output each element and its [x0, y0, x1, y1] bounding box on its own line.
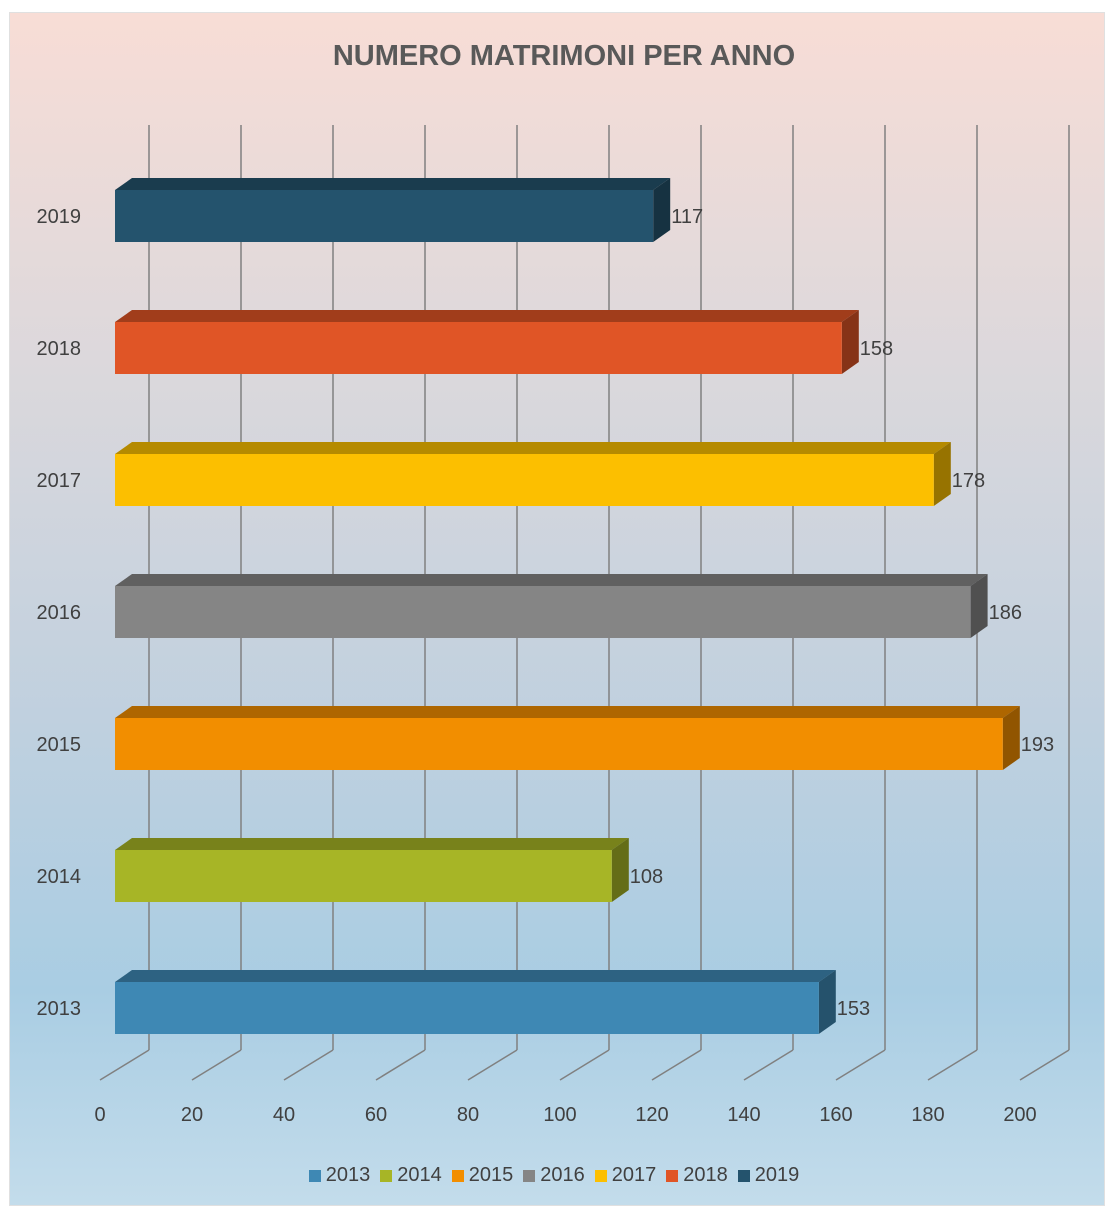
x-tick-label: 120	[635, 1104, 668, 1126]
bar	[115, 322, 842, 374]
bar-top-face	[115, 442, 951, 454]
legend-item: 2015	[451, 1164, 514, 1187]
legend-label: 2014	[397, 1164, 442, 1186]
legend-label: 2018	[683, 1164, 728, 1186]
bar	[115, 982, 819, 1034]
floor-line	[743, 1049, 794, 1081]
bars: 153 2013 108 2014 193 2015 186 2016 178 2017 158 20…	[37, 178, 1054, 1034]
x-tick-label: 140	[727, 1104, 760, 1126]
bar-top-face	[115, 706, 1020, 718]
data-label: 158	[860, 338, 893, 360]
legend-label: 2017	[611, 1164, 657, 1186]
x-tick-label: 40	[273, 1104, 295, 1126]
legend-item: 2018	[666, 1164, 728, 1187]
bar-side-face	[653, 178, 671, 242]
legend-swatch	[523, 1169, 536, 1182]
data-label: 108	[630, 866, 663, 888]
bar	[115, 586, 971, 638]
x-tick-label: 160	[819, 1104, 852, 1126]
data-label: 153	[837, 998, 870, 1020]
legend-swatch	[737, 1169, 750, 1182]
bar-side-face	[611, 838, 629, 902]
floor-line	[375, 1049, 426, 1081]
legend-item: 2013	[308, 1164, 371, 1187]
legend-label: 2013	[325, 1164, 371, 1186]
bar-side-face	[841, 310, 859, 374]
bar-side-face	[1002, 706, 1020, 770]
bar-side-face	[933, 442, 951, 506]
legend-swatch	[308, 1169, 321, 1182]
floor-line	[651, 1049, 702, 1081]
bar	[115, 454, 934, 506]
legend-label: 2016	[540, 1164, 585, 1186]
data-label: 193	[1021, 734, 1054, 756]
floor-line	[467, 1049, 518, 1081]
legend-label: 2019	[754, 1164, 800, 1186]
bar-top-face	[115, 838, 629, 850]
bar-top-face	[115, 970, 836, 982]
floor-line	[191, 1049, 242, 1081]
floor-line	[559, 1049, 610, 1081]
legend-item: 2017	[594, 1164, 657, 1187]
bar-top-face	[115, 310, 859, 322]
x-tick-label: 100	[543, 1104, 576, 1126]
legend-swatch	[666, 1169, 679, 1182]
legend-swatch	[451, 1169, 464, 1182]
bar-side-face	[970, 574, 988, 638]
x-tick-label: 0	[94, 1104, 105, 1126]
floor-line	[927, 1049, 978, 1081]
floor-line	[835, 1049, 886, 1081]
bar	[115, 190, 654, 242]
chart-title: NUMERO MATRIMONI PER ANNO	[332, 40, 796, 72]
y-tick-label: 2018	[37, 338, 82, 360]
legend-swatch	[594, 1169, 607, 1182]
legend-item: 2014	[380, 1164, 442, 1187]
x-tick-label: 80	[457, 1104, 479, 1126]
y-tick-label: 2014	[37, 866, 82, 888]
y-tick-label: 2017	[37, 470, 82, 492]
floor-line	[1019, 1049, 1070, 1081]
bar-top-face	[115, 178, 671, 190]
data-label: 178	[952, 470, 985, 492]
legend-label: 2015	[468, 1164, 514, 1186]
y-tick-label: 2016	[37, 602, 82, 624]
y-tick-label: 2015	[37, 734, 82, 756]
bar	[115, 718, 1003, 770]
data-label: 186	[989, 602, 1022, 624]
legend-swatch	[380, 1169, 393, 1182]
data-label: 117	[671, 206, 703, 228]
x-tick-label: 200	[1003, 1104, 1036, 1126]
bar-top-face	[115, 574, 988, 586]
y-tick-label: 2019	[37, 206, 82, 228]
floor-line	[283, 1049, 334, 1081]
x-tick-label: 180	[911, 1104, 944, 1126]
floor-line	[99, 1049, 150, 1081]
legend-item: 2016	[523, 1164, 585, 1187]
x-tick-label: 60	[365, 1104, 387, 1126]
x-tick-label: 20	[181, 1104, 203, 1126]
bar	[115, 850, 612, 902]
legend: 2013 2014 2015 2016 2017 2018 2019	[0, 1164, 1108, 1187]
bar-side-face	[818, 970, 836, 1034]
legend-item: 2019	[737, 1164, 800, 1187]
y-tick-label: 2013	[37, 998, 82, 1020]
